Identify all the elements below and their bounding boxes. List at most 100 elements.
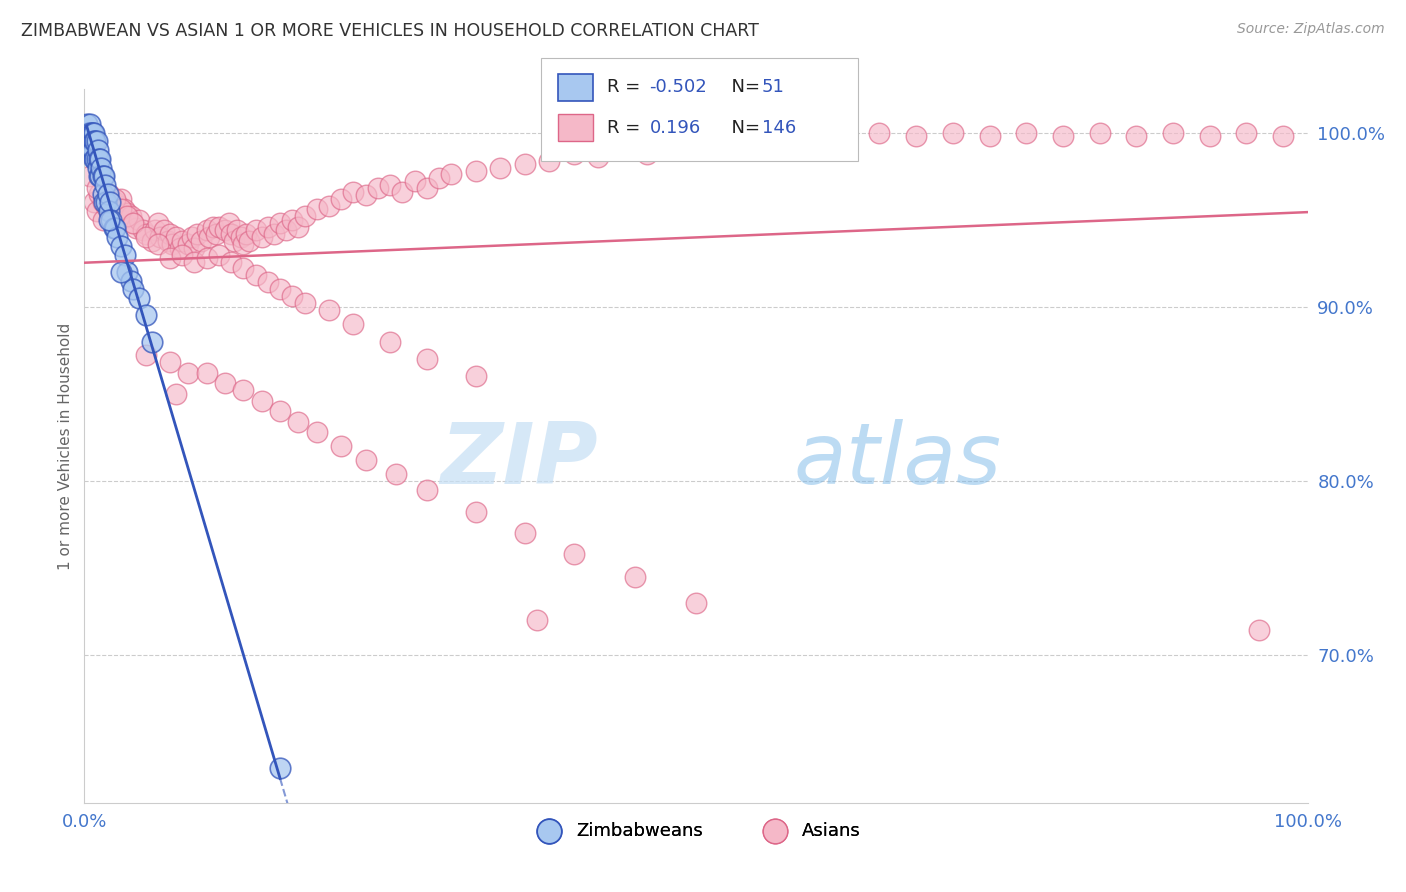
Point: [83, 195, 105, 210]
Point: [96, 195, 118, 210]
Point: [103, 221, 125, 235]
Y-axis label: 1 or more Vehicles in Household: 1 or more Vehicles in Household: [58, 322, 73, 570]
Point: [190, 234, 212, 248]
Point: [156, 234, 179, 248]
Point: [208, 247, 231, 261]
Point: [305, 202, 328, 217]
Point: [229, 230, 252, 244]
Point: [83, 152, 105, 166]
Text: R =: R =: [607, 119, 647, 136]
Point: [905, 129, 928, 144]
Point: [245, 223, 267, 237]
Point: [1198, 129, 1220, 144]
Point: [79, 126, 101, 140]
Point: [153, 223, 176, 237]
Point: [159, 251, 181, 265]
Point: [232, 261, 254, 276]
Point: [404, 174, 426, 188]
Point: [80, 126, 103, 140]
Point: [120, 274, 142, 288]
Point: [114, 247, 136, 261]
Point: [172, 247, 194, 261]
Point: [76, 117, 98, 131]
Point: [232, 384, 254, 398]
Point: [104, 221, 127, 235]
Point: [91, 186, 114, 201]
Point: [105, 230, 128, 244]
Text: 0.196: 0.196: [650, 119, 700, 136]
Point: [79, 135, 101, 149]
Point: [238, 234, 260, 248]
Point: [195, 366, 218, 380]
Point: [440, 168, 463, 182]
Point: [624, 569, 647, 583]
Point: [87, 161, 110, 175]
Point: [80, 135, 103, 149]
Point: [269, 216, 291, 230]
Point: [318, 199, 340, 213]
Point: [416, 181, 439, 195]
Point: [464, 505, 486, 519]
Point: [427, 171, 450, 186]
Point: [1052, 129, 1074, 144]
Point: [83, 126, 105, 140]
Point: [794, 126, 817, 140]
Point: [98, 195, 121, 210]
Point: [96, 199, 118, 213]
Text: R =: R =: [607, 78, 647, 96]
Point: [165, 386, 187, 401]
Point: [132, 223, 155, 237]
Point: [1125, 129, 1147, 144]
Point: [86, 181, 108, 195]
Point: [214, 223, 236, 237]
Point: [526, 613, 548, 627]
Point: [107, 199, 129, 213]
Point: [149, 230, 172, 244]
Point: [115, 206, 138, 220]
Point: [218, 216, 240, 230]
Point: [198, 230, 221, 244]
Point: [122, 216, 145, 230]
Point: [94, 178, 117, 192]
Point: [758, 129, 780, 144]
Point: [77, 126, 100, 140]
Point: [89, 152, 111, 166]
Legend: Zimbabweans, Asians: Zimbabweans, Asians: [524, 815, 868, 847]
Point: [146, 237, 169, 252]
Point: [831, 129, 853, 144]
Point: [97, 186, 120, 201]
Point: [1161, 126, 1184, 140]
Point: [82, 126, 104, 140]
Point: [562, 547, 585, 561]
Point: [97, 186, 120, 201]
Point: [342, 185, 364, 199]
Point: [84, 135, 107, 149]
Point: [80, 143, 103, 157]
Point: [195, 251, 218, 265]
Point: [391, 185, 413, 199]
Point: [276, 223, 298, 237]
Point: [380, 178, 402, 192]
Point: [287, 415, 309, 429]
Point: [77, 126, 100, 140]
Point: [685, 596, 707, 610]
Point: [1272, 129, 1295, 144]
Point: [257, 219, 280, 234]
Text: ZIP: ZIP: [440, 418, 598, 502]
Point: [82, 143, 104, 157]
Point: [141, 334, 163, 349]
Point: [93, 195, 115, 210]
Point: [79, 117, 101, 131]
Point: [269, 282, 291, 296]
Point: [115, 209, 138, 223]
Point: [143, 223, 166, 237]
Point: [367, 181, 389, 195]
Text: N=: N=: [720, 119, 759, 136]
Text: N=: N=: [720, 78, 759, 96]
Point: [110, 265, 132, 279]
Point: [245, 268, 267, 283]
Point: [235, 227, 257, 241]
Point: [87, 169, 110, 184]
Point: [562, 146, 585, 161]
Text: 51: 51: [762, 78, 785, 96]
